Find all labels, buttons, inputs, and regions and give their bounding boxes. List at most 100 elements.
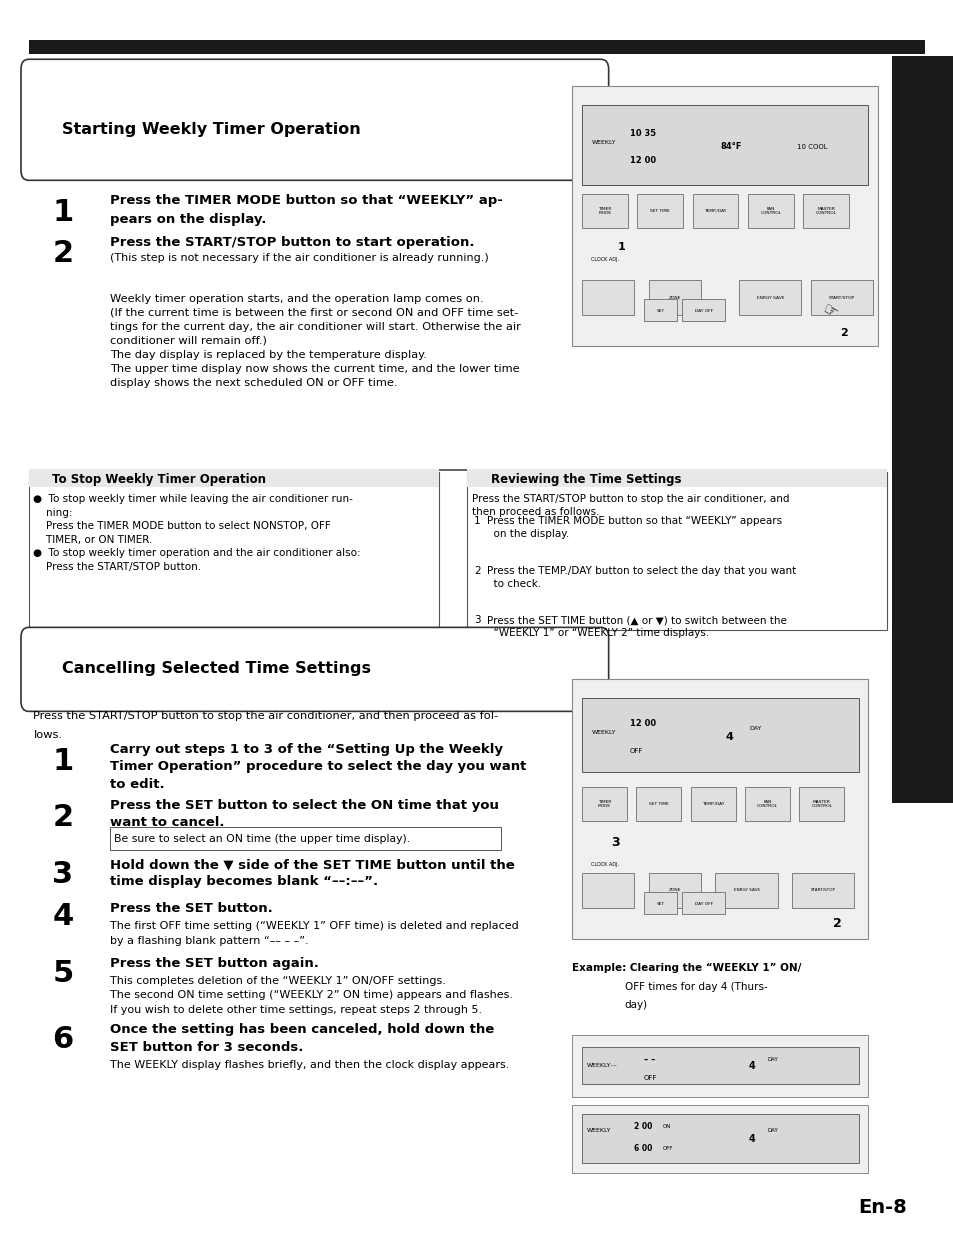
Text: DAY: DAY: [767, 1128, 778, 1132]
Bar: [739, 280, 801, 315]
Text: START/STOP: START/STOP: [828, 295, 854, 300]
Bar: [572, 1105, 867, 1173]
Text: 4: 4: [52, 902, 73, 931]
Text: 1: 1: [474, 516, 480, 526]
Bar: [802, 194, 848, 228]
Text: time display becomes blank “––:––”.: time display becomes blank “––:––”.: [110, 876, 377, 888]
Text: SET button for 3 seconds.: SET button for 3 seconds.: [110, 1041, 303, 1053]
Text: 1: 1: [52, 747, 73, 777]
Text: 4: 4: [748, 1134, 755, 1144]
Text: Press the TIMER MODE button so that “WEEKLY” ap-: Press the TIMER MODE button so that “WEE…: [110, 194, 502, 206]
Bar: [467, 472, 886, 630]
Bar: [110, 827, 500, 850]
Text: Press the SET button.: Press the SET button.: [110, 903, 273, 915]
Text: 10 COOL: 10 COOL: [796, 144, 826, 149]
Text: 2: 2: [832, 918, 841, 930]
Text: OFF: OFF: [662, 1146, 673, 1151]
Bar: [891, 56, 953, 803]
Text: This completes deletion of the “WEEKLY 1” ON/OFF settings.: This completes deletion of the “WEEKLY 1…: [110, 976, 445, 986]
Text: SET TIME: SET TIME: [650, 209, 669, 214]
Bar: [29, 40, 924, 54]
Text: WEEKLY: WEEKLY: [591, 730, 616, 735]
Bar: [681, 892, 724, 914]
Bar: [581, 280, 634, 315]
Bar: [692, 194, 738, 228]
Text: TEMP./DAY: TEMP./DAY: [701, 802, 723, 806]
Text: Once the setting has been canceled, hold down the: Once the setting has been canceled, hold…: [110, 1024, 494, 1036]
Bar: [690, 787, 735, 821]
Text: Example: Clearing the “WEEKLY 1” ON/: Example: Clearing the “WEEKLY 1” ON/: [572, 963, 801, 973]
Bar: [581, 1114, 858, 1163]
Text: 3: 3: [52, 860, 73, 889]
Text: SET: SET: [656, 309, 664, 314]
Text: 1: 1: [52, 198, 73, 227]
Bar: [29, 469, 438, 487]
Text: want to cancel.: want to cancel.: [110, 816, 224, 829]
Text: The WEEKLY display flashes briefly, and then the clock display appears.: The WEEKLY display flashes briefly, and …: [110, 1060, 509, 1070]
Bar: [681, 299, 724, 321]
Bar: [572, 86, 877, 346]
Text: 2 00: 2 00: [634, 1121, 652, 1131]
Text: Press the SET button again.: Press the SET button again.: [110, 957, 318, 969]
Bar: [467, 469, 886, 487]
Bar: [799, 787, 843, 821]
Text: 6: 6: [52, 1025, 73, 1055]
Text: 4: 4: [748, 1061, 755, 1071]
Text: WEEKLY: WEEKLY: [586, 1128, 611, 1132]
Text: MASTER
CONTROL: MASTER CONTROL: [815, 207, 836, 215]
Text: TEMP./DAY: TEMP./DAY: [703, 209, 726, 214]
Text: Starting Weekly Timer Operation: Starting Weekly Timer Operation: [62, 122, 360, 137]
Text: Reviewing the Time Settings: Reviewing the Time Settings: [491, 473, 681, 485]
Bar: [572, 679, 867, 939]
Text: TIMER
MODE: TIMER MODE: [597, 800, 611, 808]
Text: 1: 1: [618, 242, 625, 252]
Bar: [648, 280, 700, 315]
Bar: [636, 787, 680, 821]
Text: Press the TEMP./DAY button to select the day that you want
  to check.: Press the TEMP./DAY button to select the…: [486, 566, 795, 589]
Text: day): day): [624, 1000, 647, 1010]
Text: ZONE: ZONE: [668, 295, 680, 300]
Text: TIMER
MODE: TIMER MODE: [598, 207, 611, 215]
Text: OFF: OFF: [629, 748, 642, 753]
Text: DAY: DAY: [748, 726, 760, 731]
Text: Timer Operation” procedure to select the day you want: Timer Operation” procedure to select the…: [110, 761, 525, 773]
Bar: [791, 873, 853, 908]
Text: 4: 4: [724, 732, 732, 742]
Text: ZONE: ZONE: [668, 888, 679, 893]
Text: If you wish to delete other time settings, repeat steps 2 through 5.: If you wish to delete other time setting…: [110, 1005, 481, 1015]
Bar: [643, 892, 677, 914]
Text: (This step is not necessary if the air conditioner is already running.): (This step is not necessary if the air c…: [110, 253, 488, 263]
Text: MASTER
CONTROL: MASTER CONTROL: [810, 800, 832, 808]
Text: ENRGY SAVE: ENRGY SAVE: [733, 888, 760, 893]
Text: ENRGY SAVE: ENRGY SAVE: [756, 295, 783, 300]
Bar: [637, 194, 682, 228]
Bar: [643, 299, 677, 321]
Text: CLOCK ADJ.: CLOCK ADJ.: [591, 257, 618, 262]
Text: ☞: ☞: [819, 300, 840, 322]
Bar: [581, 787, 626, 821]
Text: Press the TIMER MODE button so that “WEEKLY” appears
  on the display.: Press the TIMER MODE button so that “WEE…: [486, 516, 781, 540]
Text: 3: 3: [474, 615, 480, 625]
Text: Press the SET button to select the ON time that you: Press the SET button to select the ON ti…: [110, 799, 498, 811]
Text: Press the START/STOP button to stop the air conditioner, and
then proceed as fol: Press the START/STOP button to stop the …: [472, 494, 789, 517]
Text: Cancelling Selected Time Settings: Cancelling Selected Time Settings: [62, 661, 371, 676]
Bar: [744, 787, 789, 821]
Text: Hold down the ▼ side of the SET TIME button until the: Hold down the ▼ side of the SET TIME but…: [110, 858, 514, 871]
Bar: [581, 1047, 858, 1084]
Text: DAY: DAY: [767, 1057, 778, 1062]
Bar: [581, 873, 634, 908]
Text: ON: ON: [662, 1124, 671, 1129]
Text: to edit.: to edit.: [110, 778, 164, 790]
Text: Press the START/STOP button to stop the air conditioner, and then proceed as fol: Press the START/STOP button to stop the …: [33, 711, 498, 721]
Text: The first OFF time setting (“WEEKLY 1” OFF time) is deleted and replaced: The first OFF time setting (“WEEKLY 1” O…: [110, 921, 517, 931]
Text: OFF times for day 4 (Thurs-: OFF times for day 4 (Thurs-: [624, 982, 767, 992]
Bar: [581, 105, 867, 185]
Text: 2: 2: [52, 803, 73, 832]
Bar: [715, 873, 777, 908]
Text: 3: 3: [610, 836, 619, 848]
Text: WEEKLY: WEEKLY: [591, 140, 616, 144]
Text: To Stop Weekly Timer Operation: To Stop Weekly Timer Operation: [52, 473, 266, 485]
Text: Press the SET TIME button (▲ or ▼) to switch between the
  “WEEKLY 1” or “WEEKLY: Press the SET TIME button (▲ or ▼) to sw…: [486, 615, 785, 638]
Bar: [581, 194, 627, 228]
Text: FAN
CONTROL: FAN CONTROL: [760, 207, 781, 215]
